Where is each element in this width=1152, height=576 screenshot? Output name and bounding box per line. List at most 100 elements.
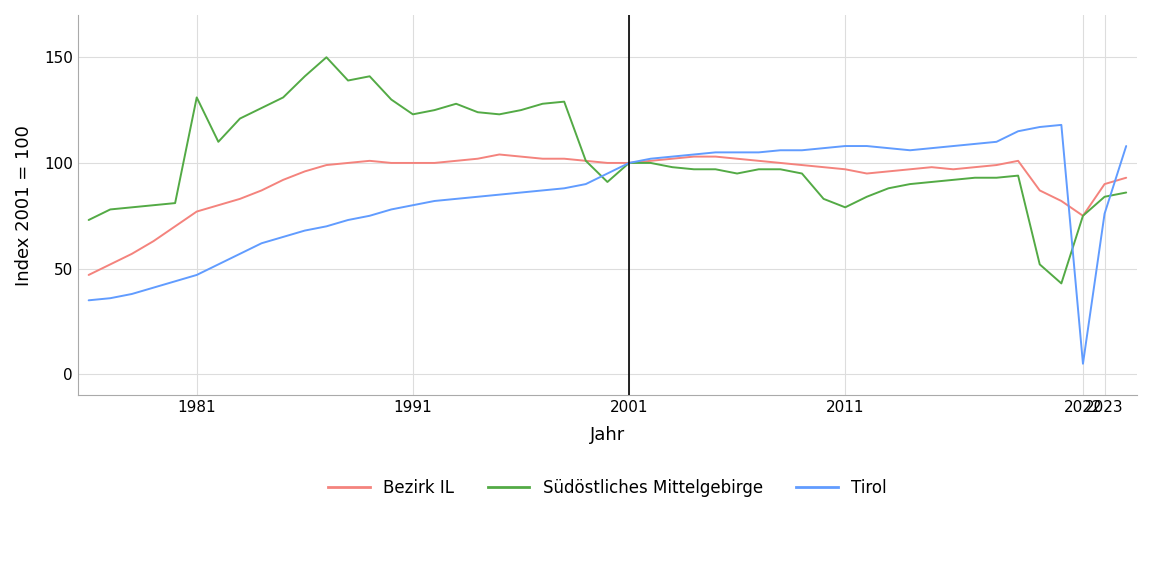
Südöstliches Mittelgebirge xyxy=(817,195,831,202)
Bezirk IL xyxy=(903,166,917,173)
Tirol xyxy=(406,202,419,209)
Südöstliches Mittelgebirge xyxy=(1054,280,1068,287)
Südöstliches Mittelgebirge xyxy=(579,157,593,164)
Tirol xyxy=(233,251,247,257)
Tirol xyxy=(1076,360,1090,367)
Legend: Bezirk IL, Südöstliches Mittelgebirge, Tirol: Bezirk IL, Südöstliches Mittelgebirge, T… xyxy=(321,472,893,503)
Tirol xyxy=(990,138,1003,145)
Bezirk IL xyxy=(471,156,485,162)
Bezirk IL xyxy=(839,166,852,173)
Tirol xyxy=(773,147,787,154)
Bezirk IL xyxy=(666,156,680,162)
Südöstliches Mittelgebirge xyxy=(514,107,528,113)
Südöstliches Mittelgebirge xyxy=(276,94,290,101)
Tirol xyxy=(1120,143,1134,150)
Bezirk IL xyxy=(644,157,658,164)
Südöstliches Mittelgebirge xyxy=(687,166,700,173)
Südöstliches Mittelgebirge xyxy=(1120,189,1134,196)
Südöstliches Mittelgebirge xyxy=(298,73,312,79)
Tirol xyxy=(600,170,614,177)
Tirol xyxy=(752,149,766,156)
Bezirk IL xyxy=(492,151,506,158)
Tirol xyxy=(427,198,441,204)
Tirol xyxy=(363,213,377,219)
Südöstliches Mittelgebirge xyxy=(1076,213,1090,219)
Südöstliches Mittelgebirge xyxy=(990,175,1003,181)
Bezirk IL xyxy=(146,238,160,245)
Bezirk IL xyxy=(622,160,636,166)
Bezirk IL xyxy=(276,176,290,183)
Tirol xyxy=(817,145,831,151)
Bezirk IL xyxy=(1011,157,1025,164)
Südöstliches Mittelgebirge xyxy=(730,170,744,177)
Bezirk IL xyxy=(881,168,895,175)
Bezirk IL xyxy=(190,208,204,215)
Südöstliches Mittelgebirge xyxy=(190,94,204,101)
Tirol xyxy=(124,290,138,297)
Südöstliches Mittelgebirge xyxy=(104,206,118,213)
Bezirk IL xyxy=(124,251,138,257)
Bezirk IL xyxy=(341,160,355,166)
Südöstliches Mittelgebirge xyxy=(752,166,766,173)
Tirol xyxy=(190,271,204,278)
Bezirk IL xyxy=(1033,187,1047,194)
Südöstliches Mittelgebirge xyxy=(233,115,247,122)
Bezirk IL xyxy=(1098,181,1112,188)
Tirol xyxy=(104,295,118,302)
Bezirk IL xyxy=(536,156,550,162)
Tirol xyxy=(622,160,636,166)
Bezirk IL xyxy=(168,223,182,230)
Line: Südöstliches Mittelgebirge: Südöstliches Mittelgebirge xyxy=(89,57,1127,283)
Südöstliches Mittelgebirge xyxy=(644,160,658,166)
Südöstliches Mittelgebirge xyxy=(708,166,722,173)
Y-axis label: Index 2001 = 100: Index 2001 = 100 xyxy=(15,125,33,286)
Line: Tirol: Tirol xyxy=(89,125,1127,363)
Tirol xyxy=(514,189,528,196)
Südöstliches Mittelgebirge xyxy=(600,179,614,185)
Tirol xyxy=(881,145,895,151)
Tirol xyxy=(82,297,96,304)
Bezirk IL xyxy=(558,156,571,162)
Südöstliches Mittelgebirge xyxy=(666,164,680,170)
Bezirk IL xyxy=(363,157,377,164)
Südöstliches Mittelgebirge xyxy=(1033,261,1047,268)
Tirol xyxy=(666,153,680,160)
Südöstliches Mittelgebirge xyxy=(859,194,873,200)
Südöstliches Mittelgebirge xyxy=(946,176,960,183)
Bezirk IL xyxy=(817,164,831,170)
Bezirk IL xyxy=(1120,175,1134,181)
Bezirk IL xyxy=(212,202,226,209)
Südöstliches Mittelgebirge xyxy=(968,175,982,181)
Bezirk IL xyxy=(255,187,268,194)
Tirol xyxy=(255,240,268,247)
Tirol xyxy=(168,278,182,285)
Bezirk IL xyxy=(233,195,247,202)
Tirol xyxy=(449,195,463,202)
Bezirk IL xyxy=(859,170,873,177)
Tirol xyxy=(558,185,571,192)
Südöstliches Mittelgebirge xyxy=(385,96,399,103)
Bezirk IL xyxy=(708,153,722,160)
Bezirk IL xyxy=(427,160,441,166)
Tirol xyxy=(1033,124,1047,131)
Bezirk IL xyxy=(946,166,960,173)
Südöstliches Mittelgebirge xyxy=(881,185,895,192)
Südöstliches Mittelgebirge xyxy=(212,138,226,145)
Tirol xyxy=(925,145,939,151)
Südöstliches Mittelgebirge xyxy=(363,73,377,79)
Südöstliches Mittelgebirge xyxy=(925,179,939,185)
Südöstliches Mittelgebirge xyxy=(449,100,463,107)
Bezirk IL xyxy=(1054,198,1068,204)
Südöstliches Mittelgebirge xyxy=(795,170,809,177)
Bezirk IL xyxy=(579,157,593,164)
Tirol xyxy=(276,233,290,240)
Tirol xyxy=(319,223,333,230)
Tirol xyxy=(730,149,744,156)
Tirol xyxy=(946,143,960,150)
Bezirk IL xyxy=(968,164,982,170)
Tirol xyxy=(839,143,852,150)
Bezirk IL xyxy=(514,153,528,160)
Bezirk IL xyxy=(1076,213,1090,219)
Tirol xyxy=(579,181,593,188)
Tirol xyxy=(471,194,485,200)
